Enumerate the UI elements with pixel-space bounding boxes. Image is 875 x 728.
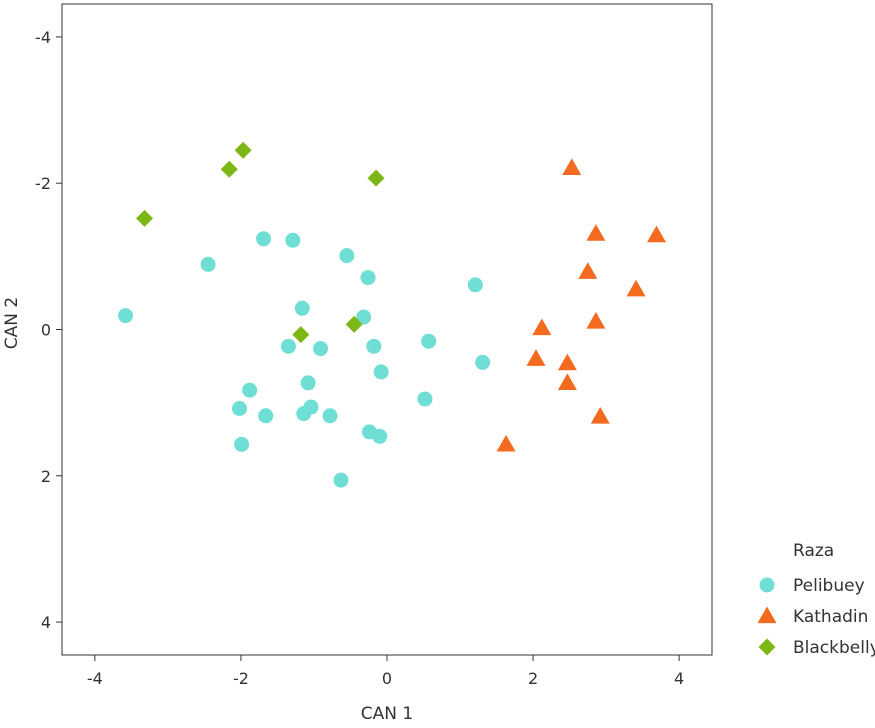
- pelibuey-point: [333, 473, 348, 488]
- y-axis-title: CAN 2: [2, 297, 22, 349]
- pelibuey-point: [372, 429, 387, 444]
- y-tick-label: 2: [41, 467, 51, 486]
- legend: Raza Pelibuey Kathadin Blackbelly: [758, 541, 875, 658]
- legend-item-pelibuey: Pelibuey: [760, 576, 865, 596]
- pelibuey-point: [118, 308, 133, 323]
- pelibuey-point: [258, 408, 273, 423]
- y-tick-label: 0: [41, 321, 51, 340]
- legend-marker-kathadin: [758, 607, 777, 624]
- legend-marker-pelibuey: [760, 578, 775, 593]
- legend-title: Raza: [793, 541, 834, 561]
- pelibuey-point: [256, 231, 271, 246]
- pelibuey-point: [313, 341, 328, 356]
- pelibuey-point: [374, 364, 389, 379]
- y-tick-label: -2: [35, 174, 51, 193]
- y-tick-label: -4: [35, 28, 51, 47]
- x-tick-label: 2: [528, 669, 538, 688]
- x-tick-label: 4: [674, 669, 684, 688]
- pelibuey-point: [323, 408, 338, 423]
- legend-label: Blackbelly: [793, 638, 875, 658]
- pelibuey-point: [468, 277, 483, 292]
- pelibuey-point: [301, 375, 316, 390]
- y-axis: -4 -2 0 2 4: [35, 28, 62, 632]
- pelibuey-point: [475, 355, 490, 370]
- legend-label: Kathadin: [793, 607, 868, 627]
- x-tick-label: -2: [233, 669, 249, 688]
- pelibuey-point: [232, 401, 247, 416]
- pelibuey-point: [295, 301, 310, 316]
- pelibuey-point: [304, 400, 319, 415]
- legend-marker-blackbelly: [759, 639, 776, 656]
- pelibuey-point: [285, 233, 300, 248]
- plot-frame: [62, 4, 712, 655]
- pelibuey-point: [234, 437, 249, 452]
- x-tick-label: -4: [87, 669, 103, 688]
- x-axis-title: CAN 1: [361, 704, 413, 724]
- legend-item-kathadin: Kathadin: [758, 607, 869, 628]
- pelibuey-point: [417, 391, 432, 406]
- pelibuey-point: [366, 339, 381, 354]
- pelibuey-point: [201, 257, 216, 272]
- pelibuey-point: [242, 383, 257, 398]
- x-axis: -4 -2 0 2 4: [87, 655, 684, 688]
- x-tick-label: 0: [382, 669, 392, 688]
- pelibuey-point: [361, 270, 376, 285]
- pelibuey-point: [281, 339, 296, 354]
- pelibuey-point: [339, 248, 354, 263]
- y-tick-label: 4: [41, 613, 51, 632]
- pelibuey-point: [421, 334, 436, 349]
- legend-label: Pelibuey: [793, 576, 865, 596]
- legend-item-blackbelly: Blackbelly: [759, 638, 875, 658]
